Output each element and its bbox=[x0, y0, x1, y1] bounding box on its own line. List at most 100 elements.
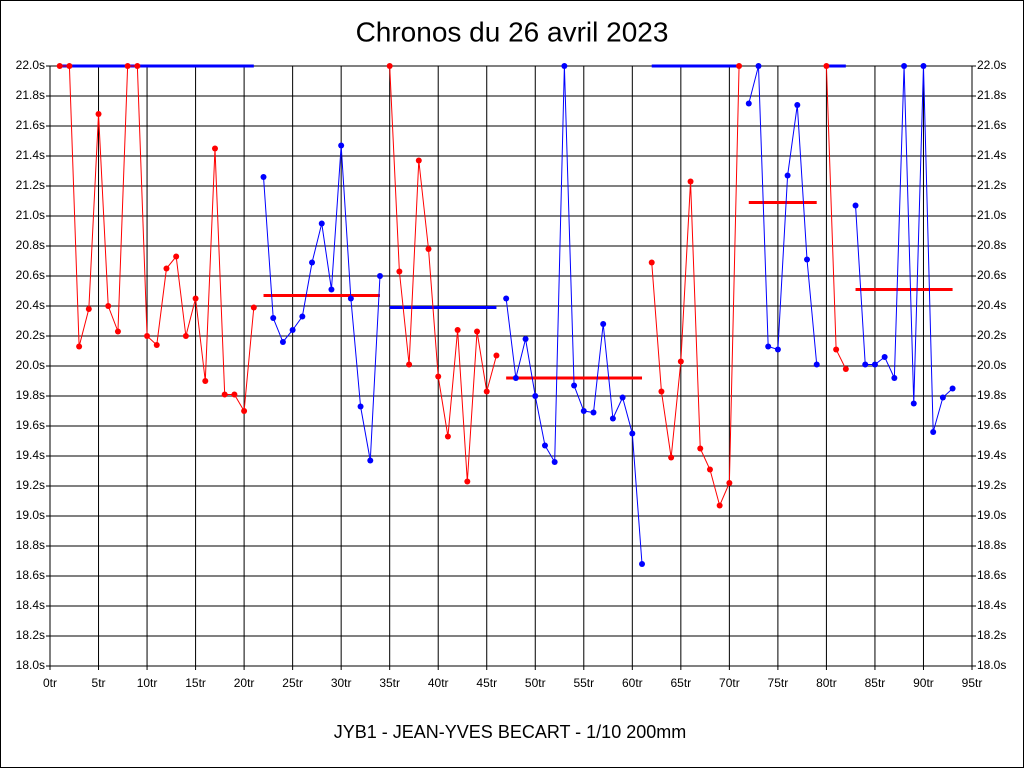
data-point bbox=[454, 327, 461, 333]
series-line bbox=[651, 65, 740, 508]
x-tick-label: 60tr bbox=[622, 676, 643, 690]
x-tick-label: 80tr bbox=[816, 676, 837, 690]
data-point bbox=[639, 561, 646, 567]
y2-tick-label: 21.8s bbox=[977, 88, 1006, 102]
data-point bbox=[930, 429, 937, 435]
data-point bbox=[512, 375, 519, 381]
x-axis-label: JYB1 - JEAN-YVES BECART - 1/10 200mm bbox=[334, 722, 686, 742]
data-point bbox=[464, 478, 471, 485]
data-point bbox=[260, 174, 267, 180]
data-point bbox=[289, 327, 296, 333]
data-point bbox=[328, 286, 335, 293]
data-point bbox=[668, 454, 675, 461]
y-tick-label: 20.2s bbox=[16, 328, 45, 342]
data-point bbox=[85, 306, 92, 312]
data-point bbox=[250, 304, 257, 311]
data-point bbox=[66, 63, 73, 69]
y2-tick-label: 19.0s bbox=[977, 508, 1006, 522]
data-point bbox=[862, 361, 869, 368]
y-tick-label: 21.4s bbox=[16, 148, 45, 162]
data-point bbox=[202, 378, 209, 384]
data-point bbox=[114, 328, 121, 335]
data-point bbox=[571, 382, 578, 389]
data-point bbox=[474, 328, 481, 335]
data-point bbox=[658, 388, 665, 395]
y-tick-label: 20.4s bbox=[16, 298, 45, 312]
data-point bbox=[95, 111, 102, 117]
data-point bbox=[270, 315, 277, 321]
data-point bbox=[755, 63, 762, 69]
data-point bbox=[347, 295, 354, 302]
data-point bbox=[765, 343, 772, 350]
data-point bbox=[503, 295, 510, 302]
y-tick-label: 20.8s bbox=[16, 238, 45, 252]
data-point bbox=[483, 388, 490, 395]
y-tick-label: 21.0s bbox=[16, 208, 45, 222]
data-point bbox=[522, 336, 529, 342]
data-point bbox=[357, 403, 364, 410]
data-point bbox=[871, 361, 878, 368]
y2-tick-label: 18.4s bbox=[977, 598, 1006, 612]
y-tick-label: 18.8s bbox=[16, 538, 45, 552]
y-tick-label: 19.2s bbox=[16, 478, 45, 492]
x-tick-label: 10tr bbox=[137, 676, 158, 690]
x-tick-label: 90tr bbox=[913, 676, 934, 690]
y-tick-label: 19.0s bbox=[16, 508, 45, 522]
data-point bbox=[105, 303, 112, 309]
y-tick-label: 19.4s bbox=[16, 448, 45, 462]
x-tick-label: 45tr bbox=[476, 676, 497, 690]
y2-tick-label: 18.2s bbox=[977, 628, 1006, 642]
data-point bbox=[852, 202, 859, 209]
data-point bbox=[706, 466, 713, 473]
y2-tick-label: 19.2s bbox=[977, 478, 1006, 492]
y2-tick-label: 20.0s bbox=[977, 358, 1006, 372]
y2-tick-label: 20.6s bbox=[977, 268, 1006, 282]
chart-title: Chronos du 26 avril 2023 bbox=[356, 16, 669, 47]
y-tick-label: 21.6s bbox=[16, 118, 45, 132]
data-point bbox=[532, 393, 539, 399]
x-tick-label: 40tr bbox=[428, 676, 449, 690]
data-point bbox=[56, 63, 63, 69]
x-tick-label: 75tr bbox=[768, 676, 789, 690]
data-point bbox=[804, 256, 811, 263]
y2-tick-label: 21.6s bbox=[977, 118, 1006, 132]
data-point bbox=[580, 408, 587, 414]
data-point bbox=[221, 391, 228, 398]
data-point bbox=[425, 246, 432, 252]
y2-tick-label: 19.6s bbox=[977, 418, 1006, 432]
data-point bbox=[396, 268, 403, 275]
data-point bbox=[813, 361, 820, 368]
x-tick-label: 5tr bbox=[92, 676, 106, 690]
y2-tick-label: 18.0s bbox=[977, 658, 1006, 672]
data-point bbox=[745, 100, 752, 107]
y-tick-label: 18.0s bbox=[16, 658, 45, 672]
data-point bbox=[435, 373, 442, 380]
data-point bbox=[406, 361, 413, 368]
data-point bbox=[299, 313, 306, 320]
y2-tick-label: 19.4s bbox=[977, 448, 1006, 462]
x-tick-label: 95tr bbox=[962, 676, 983, 690]
x-tick-label: 50tr bbox=[525, 676, 546, 690]
series-line bbox=[748, 65, 818, 365]
data-point bbox=[241, 408, 248, 414]
y2-tick-label: 21.0s bbox=[977, 208, 1006, 222]
x-tick-label: 20tr bbox=[234, 676, 255, 690]
data-point bbox=[493, 352, 500, 359]
data-point bbox=[415, 157, 422, 164]
y-tick-label: 21.2s bbox=[16, 178, 45, 192]
data-point bbox=[823, 63, 830, 69]
y2-tick-label: 20.2s bbox=[977, 328, 1006, 342]
y-tick-label: 18.4s bbox=[16, 598, 45, 612]
series-line bbox=[389, 65, 497, 482]
data-point bbox=[833, 346, 840, 353]
data-point bbox=[881, 354, 888, 360]
data-point bbox=[231, 391, 238, 398]
y-tick-label: 22.0s bbox=[16, 58, 45, 72]
y-tick-label: 19.8s bbox=[16, 388, 45, 402]
data-point bbox=[648, 259, 655, 266]
data-point bbox=[920, 63, 927, 69]
data-point bbox=[600, 321, 607, 327]
data-point bbox=[173, 253, 180, 260]
